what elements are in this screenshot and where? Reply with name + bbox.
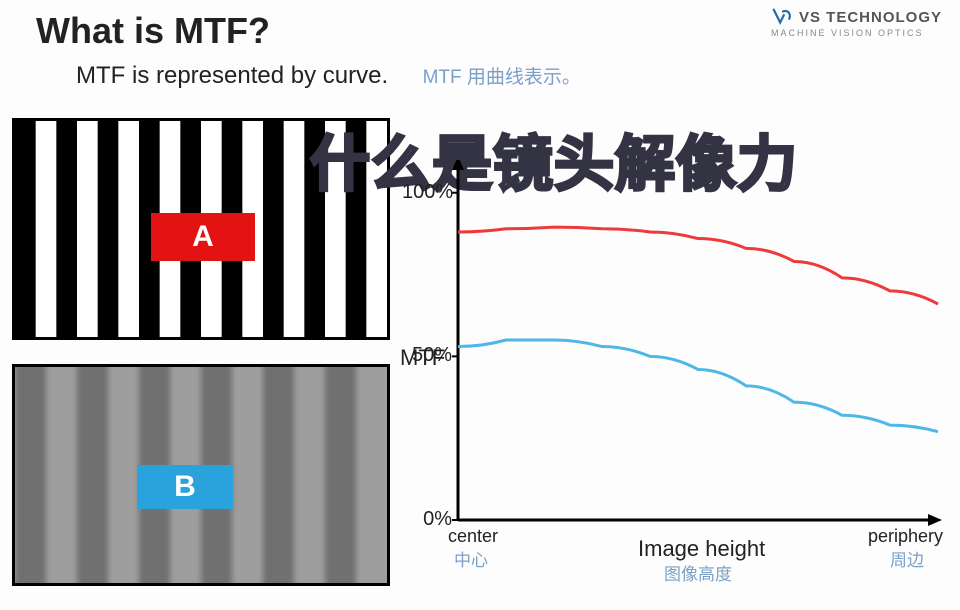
brand-mark-icon xyxy=(771,6,793,28)
subtitle-cjk: MTF 用曲线表示。 xyxy=(423,62,581,89)
mtf-chart: MTF 100% 50% 0% center 中心 Image height 图… xyxy=(402,160,950,590)
y-tick-0: 0% xyxy=(402,508,452,531)
pattern-a-badge: A xyxy=(151,213,255,261)
brand-tagline: MACHINE VISION OPTICS xyxy=(771,28,942,38)
x-axis-title: Image height xyxy=(638,536,765,562)
brand-logo: VS TECHNOLOGY MACHINE VISION OPTICS xyxy=(771,6,942,38)
x-axis-title-cjk: 图像高度 xyxy=(664,560,732,585)
x-label-periphery-cjk: 周边 xyxy=(890,546,924,571)
y-tick-50: 50% xyxy=(402,344,452,367)
x-label-periphery: periphery xyxy=(868,526,943,547)
pattern-b-badge: B xyxy=(137,465,233,509)
contrast-pattern-b: B xyxy=(12,364,390,586)
brand-name: VS TECHNOLOGY xyxy=(799,9,942,26)
subtitle: MTF is represented by curve. xyxy=(76,62,388,90)
x-label-center: center xyxy=(448,526,498,547)
y-tick-100: 100% xyxy=(402,181,452,204)
x-label-center-cjk: 中心 xyxy=(454,546,488,571)
